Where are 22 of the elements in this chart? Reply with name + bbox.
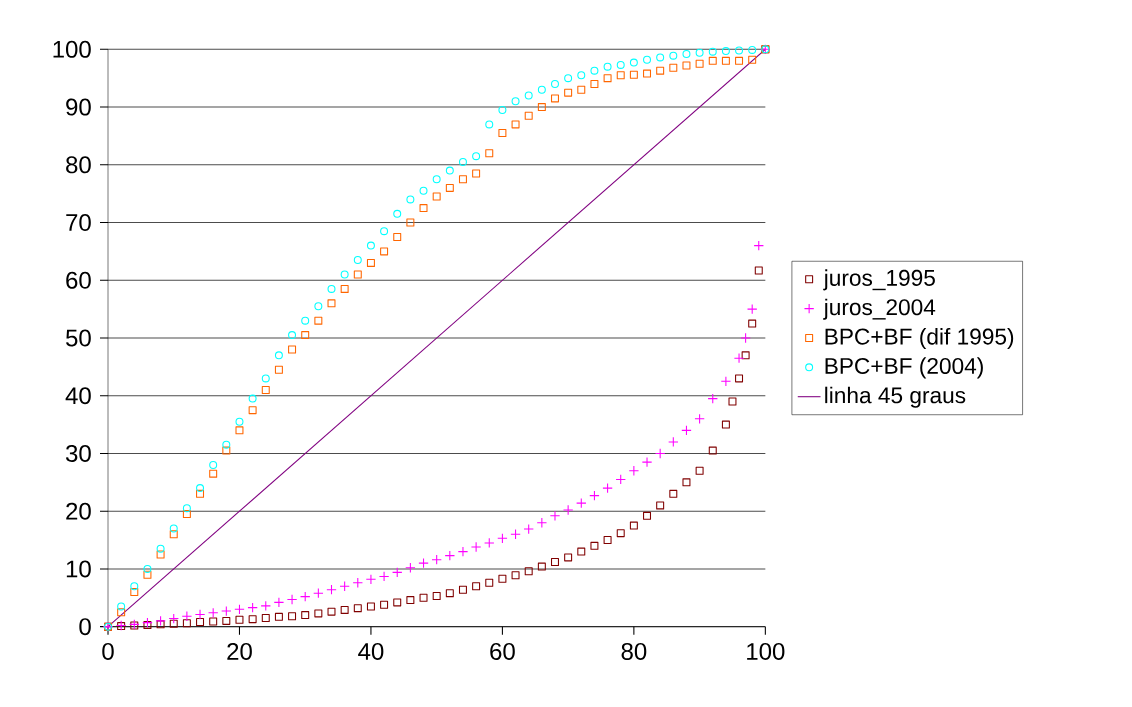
x-tick-label: 60 (490, 643, 515, 661)
x-tick-label: 100 (747, 643, 785, 661)
y-tick-label: 70 (66, 214, 91, 232)
y-tick-label: 80 (66, 156, 91, 174)
y-tick-label: 60 (66, 271, 91, 289)
y-tick-label: 10 (66, 560, 91, 578)
y-tick-label: 100 (53, 40, 91, 58)
x-tick-label: 0 (102, 643, 114, 661)
legend-label: juros_1995 (823, 269, 935, 291)
x-tick-label: 40 (358, 643, 384, 661)
y-tick-label: 20 (66, 502, 91, 520)
y-tick-label: 50 (66, 329, 91, 347)
x-tick-label: 20 (227, 643, 252, 661)
legend-label: BPC+BF (2004) (825, 357, 983, 379)
legend-label: linha 45 graus (825, 386, 966, 408)
y-tick-label: 40 (65, 387, 91, 405)
y-tick-label: 0 (79, 618, 91, 636)
legend-label: juros_2004 (823, 298, 936, 320)
legend-label: BPC+BF (dif 1995) (825, 328, 1014, 350)
x-tick-label: 80 (621, 643, 647, 661)
y-tick-label: 90 (66, 98, 91, 116)
y-tick-label: 30 (65, 445, 91, 463)
